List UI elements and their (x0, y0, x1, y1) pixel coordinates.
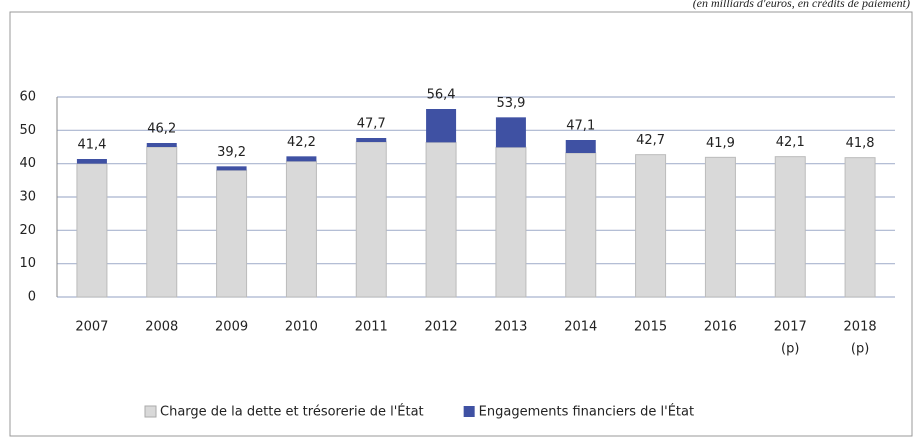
bar-segment (76, 163, 108, 298)
total-label: 41,4 (77, 138, 106, 153)
bar-segment (704, 156, 736, 298)
total-label: 39,2 (217, 145, 246, 160)
bar-segment (774, 156, 806, 298)
x-tick-label: 2010 (285, 320, 318, 335)
y-tick-label: 50 (19, 123, 36, 138)
total-label: 56,4 (427, 88, 456, 103)
legend-swatch (463, 406, 475, 417)
x-tick-label: 2013 (494, 320, 527, 335)
x-tick-label: 2018 (844, 320, 877, 335)
y-tick-label: 40 (19, 156, 36, 171)
bar-segment (146, 146, 178, 298)
total-label: 41,9 (706, 136, 735, 151)
x-tick-label: 2009 (215, 320, 248, 335)
bar-segment (355, 141, 387, 298)
y-tick-label: 0 (28, 290, 36, 305)
bar-segment (565, 152, 597, 298)
bar-segment (216, 169, 248, 298)
y-tick-label: 10 (19, 256, 36, 271)
bar-segment (76, 159, 107, 164)
y-tick-label: 20 (19, 223, 36, 238)
x-tick-label: 2015 (634, 320, 667, 335)
x-tick-label: 2008 (145, 320, 178, 335)
bar-segment (565, 140, 596, 153)
total-label: 46,2 (147, 122, 176, 137)
x-tick-label: (p) (851, 342, 869, 357)
subtitle: (en milliards d'euros, en crédits de pai… (693, 0, 910, 10)
legend-swatch (144, 405, 157, 418)
total-label: 42,2 (287, 135, 316, 150)
bar-segment (216, 166, 247, 171)
y-tick-label: 30 (19, 190, 36, 205)
x-tick-label: 2011 (355, 320, 388, 335)
total-label: 42,1 (776, 135, 805, 150)
total-label: 47,7 (357, 117, 386, 132)
bar-segment (635, 154, 667, 298)
x-tick-label: 2012 (425, 320, 458, 335)
bar-segment (285, 160, 317, 298)
total-label: 41,8 (846, 136, 875, 151)
bar-segment (426, 109, 457, 143)
bar-segment (286, 156, 317, 162)
total-label: 42,7 (636, 133, 665, 148)
bar-segment (844, 157, 876, 298)
x-tick-label: (p) (781, 342, 799, 357)
x-tick-label: 2017 (774, 320, 807, 335)
legend-label: Charge de la dette et trésorerie de l'Ét… (160, 404, 424, 420)
x-tick-label: 2007 (75, 320, 108, 335)
legend-label: Engagements financiers de l'État (479, 404, 694, 420)
bar-segment (425, 141, 457, 298)
y-tick-label: 60 (19, 90, 36, 105)
total-label: 53,9 (496, 96, 525, 111)
bar-segment (356, 138, 387, 142)
bar-segment (146, 143, 177, 147)
bar-segment (495, 146, 527, 298)
x-tick-label: 2014 (564, 320, 597, 335)
x-tick-label: 2016 (704, 320, 737, 335)
total-label: 47,1 (566, 119, 595, 134)
bar-segment (495, 117, 526, 148)
